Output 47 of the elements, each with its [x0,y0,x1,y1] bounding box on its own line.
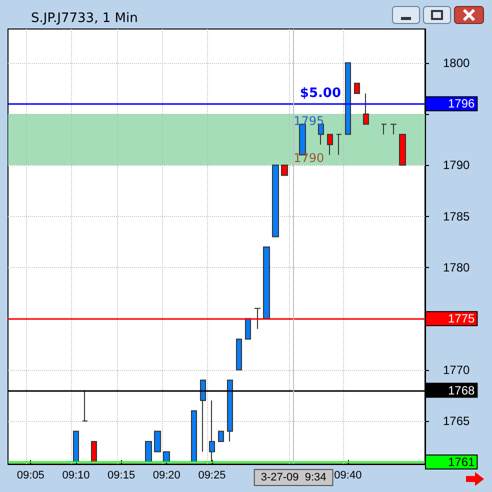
candlestick [218,430,224,442]
candlestick [145,440,152,462]
candlestick [82,390,88,422]
y-tick-label: 1785 [443,209,470,224]
candlestick [209,400,215,462]
y-tick-label: 1790 [443,158,470,172]
candlestick [363,92,369,125]
candlestick [245,318,251,340]
x-tick-label: 09:20 [152,470,180,482]
candlestick [381,124,387,135]
annotation: $5.00 [300,86,342,102]
candlestick [73,430,79,462]
annotation: 1790 [294,151,324,166]
ref-line-label: 1761 [448,454,476,469]
x-tick-label: 09:05 [16,470,44,482]
candlestick [91,440,97,462]
candlestick [154,430,161,452]
candlestick [354,82,360,94]
ref-line-label: 1775 [448,312,476,326]
candlestick [336,134,342,156]
candlestick [263,246,270,320]
candlestick [236,338,242,370]
x-tick-label: 3-27-09 9:34 [260,472,326,484]
candlestick [345,62,351,135]
x-tick-label: 09:15 [108,470,136,482]
candlestick [254,308,261,330]
annotation: 1795 [294,114,324,128]
x-tick-label: 09:25 [198,470,226,482]
y-tick-label: 1765 [443,414,470,428]
y-tick-label: 1800 [443,56,470,70]
candlestick [163,451,170,462]
y-tick-label: 1770 [443,362,470,377]
chart-title: S.JP.J7733, 1 Min [31,11,138,26]
x-tick-label: 09:10 [62,470,90,482]
y-tick-label: 1780 [443,260,470,274]
ref-line-label: 1796 [448,96,476,111]
candlestick [191,410,197,462]
ref-line-label: 1768 [448,383,476,398]
x-tick-label: 09:40 [334,470,362,482]
candlestick [399,134,406,166]
candlestick [227,380,233,442]
candlestick [272,164,279,238]
candlestick [327,134,333,156]
candlestick [200,380,206,452]
candlestick [281,164,288,176]
candlestick [390,124,397,135]
candlestick [318,124,324,146]
